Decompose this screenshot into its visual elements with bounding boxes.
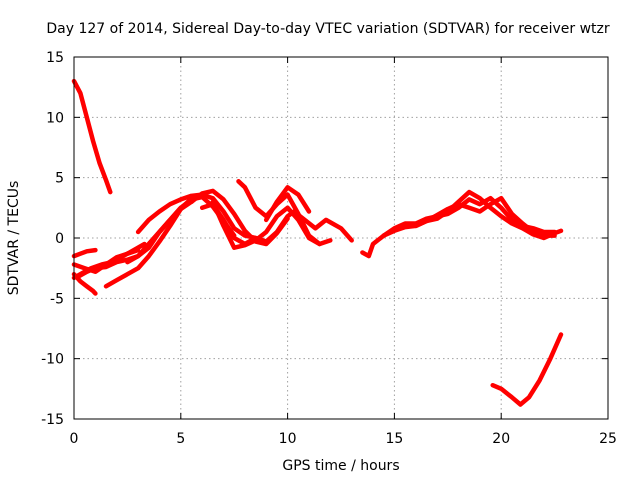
x-tick-label: 20 xyxy=(492,431,510,447)
y-tick-label: 5 xyxy=(55,171,64,187)
x-tick-label: 0 xyxy=(70,431,79,447)
x-tick-label: 5 xyxy=(176,431,185,447)
x-tick-label: 25 xyxy=(599,431,617,447)
y-axis-label: SDTVAR / TECUs xyxy=(6,181,22,296)
series-line-s3 xyxy=(71,271,98,296)
grid-lines xyxy=(74,57,608,419)
y-tick-label: 15 xyxy=(46,50,64,66)
series-line-s1 xyxy=(71,78,113,195)
y-tick-label: 10 xyxy=(46,110,64,126)
series-line-s14 xyxy=(236,179,333,247)
y-tick-label: -15 xyxy=(41,412,64,428)
y-tick-label: -5 xyxy=(50,291,64,307)
x-tick-label: 10 xyxy=(279,431,297,447)
series-line-s2 xyxy=(71,247,98,259)
series-line-s18 xyxy=(413,195,557,238)
series-line-s15 xyxy=(263,185,312,223)
series-line-s9 xyxy=(135,192,354,244)
y-tick-label: -10 xyxy=(41,352,64,368)
x-axis-label: GPS time / hours xyxy=(282,458,399,474)
series-line-s11 xyxy=(189,188,290,247)
data-traces xyxy=(71,78,564,407)
axis-ticks: 0 5 10 15 20 25 -15 -10 -5 0 5 10 15 xyxy=(41,50,617,447)
x-tick-label: 15 xyxy=(385,431,403,447)
y-tick-label: 0 xyxy=(55,231,64,247)
series-line-s19 xyxy=(490,332,564,407)
chart-title: Day 127 of 2014, Sidereal Day-to-day VTE… xyxy=(46,21,610,37)
